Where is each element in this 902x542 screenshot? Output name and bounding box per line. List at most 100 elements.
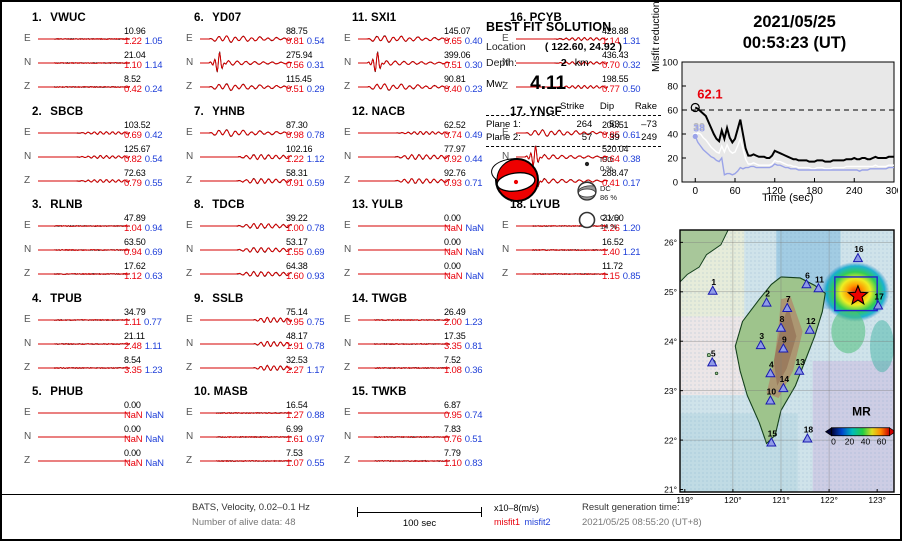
- misfit1-value: 1.08: [444, 364, 462, 376]
- waveform-plot: [38, 75, 130, 99]
- event-time: 00:53:23 (UT): [742, 34, 847, 53]
- station-column: 16. PCYB E 428.88 1.14 1.31 N 436.43 0.70 0.32 Z 1…: [496, 12, 654, 293]
- misfit2-value: 0.78: [306, 129, 325, 141]
- station-panel[interactable]: 7. YHNB E 87.30 0.98 0.78 N 102.16 1.22 1.12 Z 58.…: [180, 106, 338, 200]
- misfit2-value: 0.49: [464, 129, 483, 141]
- station-panel[interactable]: 14. TWGB E 26.49 2.00 1.23 N 17.35 3.35 0.81 Z 7.5…: [338, 293, 496, 387]
- misfit1-value: 2.27: [286, 364, 304, 376]
- component-label-z: Z: [24, 81, 31, 92]
- svg-text:120°: 120°: [724, 495, 742, 505]
- dc-label: DC: [600, 183, 611, 193]
- misfit-values: 0.64 0.38: [602, 154, 641, 165]
- best-fit-solution-panel: BEST FIT SOLUTION Location ( 122.60, 24.…: [486, 20, 661, 230]
- station-title: 7. YHNB: [194, 106, 338, 118]
- misfit1-value: 0.51: [286, 84, 304, 95]
- misfit2-value: 0.71: [464, 177, 483, 189]
- misfit-values: NaN NaN: [444, 247, 484, 258]
- station-code: YULB: [371, 199, 404, 211]
- plane1-strike: 264: [576, 119, 593, 130]
- peak-amplitude: 145.07: [444, 26, 471, 36]
- station-number: 12.: [352, 105, 369, 118]
- clvd-label: CLVD: [600, 212, 620, 222]
- station-panel[interactable]: 15. TWKB E 6.87 0.95 0.74 N 7.83 0.76 0.51 Z 7.79 1…: [338, 386, 496, 480]
- peak-amplitude: 21.60: [602, 213, 624, 223]
- station-panel[interactable]: 3. RLNB E 47.89 1.04 0.94 N 63.50 0.94 0.69 Z 17.6…: [18, 199, 176, 293]
- station-panel[interactable]: 6. YD07 E 88.75 0.81 0.54 N 275.94 0.56 0.31 Z 115…: [180, 12, 338, 106]
- misfit1-value: 1.40: [602, 247, 620, 258]
- svg-text:24°: 24°: [664, 336, 677, 346]
- mw-label: Mw:: [486, 78, 506, 90]
- station-panel[interactable]: 16. PCYB E 428.88 1.14 1.31 N 436.43 0.70 0.32 Z 1…: [496, 12, 654, 106]
- svg-text:14: 14: [780, 374, 790, 384]
- station-panel[interactable]: 2. SBCB E 103.52 0.69 0.42 N 125.67 0.82 0.54 Z 72…: [18, 106, 176, 200]
- station-panel[interactable]: 13. YULB E 0.00 NaN NaN N 0.00 NaN NaN Z 0.00 NaN Na…: [338, 199, 496, 293]
- misfit2-value: 1.14: [144, 60, 163, 71]
- station-code: MASB: [213, 386, 248, 398]
- station-panel[interactable]: 4. TPUB E 34.79 1.11 0.77 N 21.11 2.48 1.11 Z 8.54…: [18, 293, 176, 387]
- station-title: 3. RLNB: [32, 199, 176, 211]
- time-scale-bar: 100 sec: [357, 507, 482, 529]
- misfit2-value: 0.75: [306, 316, 325, 328]
- misfit1-value: 0.40: [444, 84, 462, 95]
- component-label-n: N: [24, 57, 32, 68]
- mw-value: 4.11: [530, 73, 567, 94]
- peak-amplitude: 0.00: [444, 213, 461, 223]
- misfit-values: 1.14 1.31: [602, 36, 641, 47]
- waveform-plot: [358, 214, 450, 238]
- misfit2-value: 1.11: [144, 340, 162, 352]
- svg-text:17: 17: [874, 292, 884, 302]
- waveform-trace-row: Z 32.53 2.27 1.17: [180, 355, 338, 380]
- station-panel[interactable]: 1. VWUC E 10.96 1.22 1.05 N 21.04 1.10 1.14 Z 8.52…: [18, 12, 176, 106]
- station-number: 17.: [510, 105, 527, 118]
- waveform-plot: [38, 214, 130, 238]
- misfit2-value: 0.97: [306, 434, 325, 445]
- station-title: 14. TWGB: [352, 293, 496, 305]
- component-label-z: Z: [502, 81, 509, 92]
- misfit1-value: 0.95: [444, 410, 462, 421]
- misfit-values: 1.40 1.21: [602, 247, 641, 258]
- misfit2-value: 0.69: [144, 247, 163, 258]
- station-panel[interactable]: 8. TDCB E 39.22 1.00 0.78 N 53.17 1.55 0.69 Z 64.3…: [180, 199, 338, 293]
- station-number: 6.: [194, 12, 204, 24]
- misfit1-value: 3.35: [124, 364, 142, 376]
- misfit2-value: 0.42: [144, 129, 163, 141]
- peak-amplitude: 198.55: [602, 74, 629, 84]
- station-panel[interactable]: 12. NACB E 62.52 0.74 0.49 N 77.97 0.92 0.44 Z 92.…: [338, 106, 496, 200]
- misfit2-value: NaN: [145, 458, 164, 469]
- misfit1-value: 1.55: [286, 247, 304, 258]
- misfit-values: 0.94 0.69: [124, 247, 163, 258]
- component-label-z: Z: [186, 174, 193, 186]
- misfit1-value: NaN: [444, 247, 463, 258]
- station-panel[interactable]: 10. MASB E 16.54 1.27 0.88 N 6.99 1.61 0.97 Z 7.53…: [180, 386, 338, 480]
- svg-text:25°: 25°: [664, 287, 677, 297]
- station-panel[interactable]: 18. LYUB E 21.60 1.26 1.20 N 16.52 1.40 1.21 Z 11.…: [496, 199, 654, 293]
- waveform-plot: [38, 449, 130, 473]
- clvd-value: 14 %: [600, 221, 618, 231]
- station-code: YD07: [212, 12, 242, 24]
- station-panel[interactable]: 5. PHUB E 0.00 NaN NaN N 0.00 NaN NaN Z 0.00 NaN NaN: [18, 386, 176, 480]
- misfit1-value: 0.51: [444, 60, 462, 71]
- station-panel[interactable]: 9. SSLB E 75.14 0.95 0.75 N 48.17 1.91 0.78 Z 32.5…: [180, 293, 338, 387]
- misfit1-value: NaN: [124, 410, 143, 421]
- station-code: TWGB: [371, 292, 408, 305]
- waveform-plot: [38, 332, 130, 356]
- station-panel[interactable]: 11. SXI1 E 145.07 0.65 0.40 N 399.06 0.51 0.30 Z 9…: [338, 12, 496, 106]
- station-panel[interactable]: 17. YNGFE200.510.850.61N520.040.640.38Z2…: [496, 106, 654, 200]
- misfit2-value: 0.44: [464, 153, 483, 165]
- svg-text:0: 0: [692, 186, 698, 197]
- station-number: 3.: [32, 199, 42, 211]
- svg-text:100: 100: [662, 58, 678, 69]
- peak-amplitude: 7.53: [286, 448, 303, 458]
- misfit1-value: 1.27: [286, 410, 304, 421]
- misfit2-value: 0.24: [144, 84, 163, 95]
- waveform-trace-row: Z 90.81 0.40 0.23: [338, 74, 496, 99]
- misfit2-legend: misfit2: [524, 517, 551, 528]
- station-title: 11. SXI1: [352, 12, 496, 24]
- misfit-values: NaN NaN: [444, 271, 484, 282]
- waveform-trace-row: N 21.04 1.10 1.14: [18, 50, 176, 75]
- waveform-trace-row: N 17.35 3.35 0.81: [338, 331, 496, 356]
- scale-bar-graphic: [357, 507, 482, 517]
- peak-amplitude: 103.52: [124, 119, 151, 130]
- station-column: 1. VWUC E 10.96 1.22 1.05 N 21.04 1.10 1.14 Z 8.52…: [18, 12, 176, 480]
